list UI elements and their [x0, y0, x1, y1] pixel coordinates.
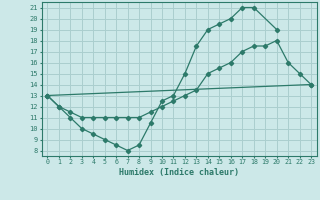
X-axis label: Humidex (Indice chaleur): Humidex (Indice chaleur): [119, 168, 239, 177]
